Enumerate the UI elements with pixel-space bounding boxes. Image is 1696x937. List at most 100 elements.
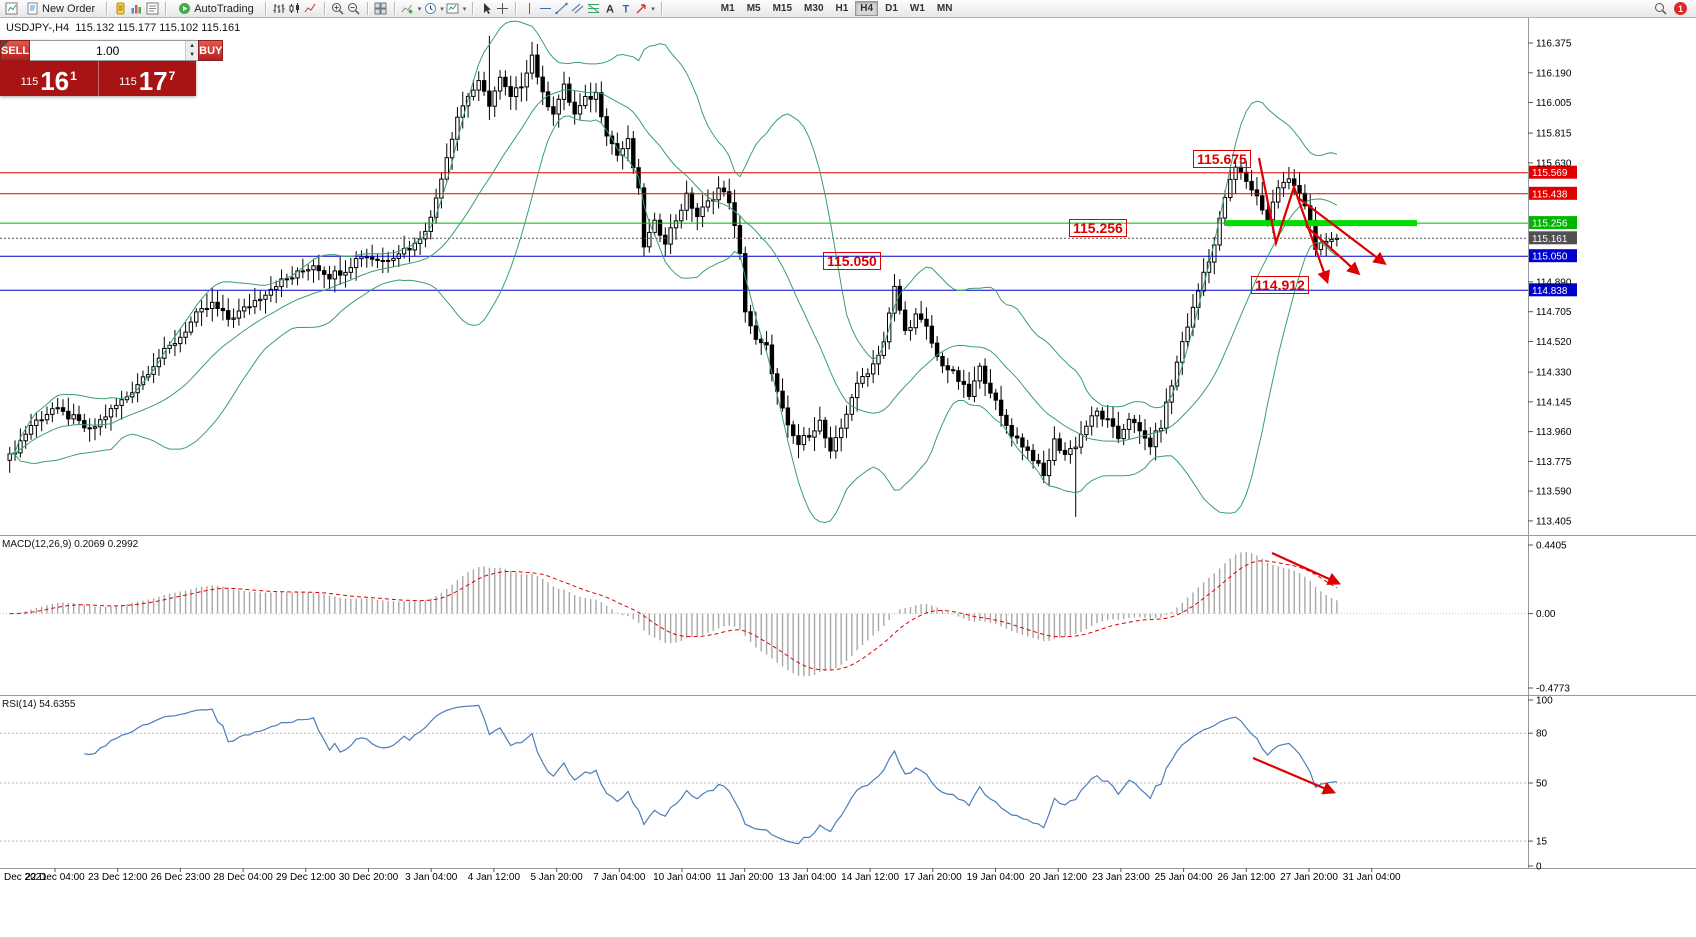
timeframe-d1[interactable]: D1: [880, 1, 903, 16]
chart-window-icon[interactable]: [4, 2, 18, 16]
autotrading-label: AutoTrading: [194, 2, 254, 15]
chevron-down-icon[interactable]: ▾: [417, 5, 422, 13]
timeframe-h4[interactable]: H4: [855, 1, 879, 16]
svg-text:20 Jan 12:00: 20 Jan 12:00: [1029, 872, 1087, 883]
svg-text:13 Jan 04:00: 13 Jan 04:00: [778, 872, 836, 883]
price-chart-canvas[interactable]: 116.375 116.190 116.005 115.815 115.630 114.8…: [0, 18, 1696, 937]
volume-increase-button[interactable]: ▲: [186, 41, 199, 51]
thick-green-level[interactable]: [1225, 220, 1417, 227]
svg-text:14 Jan 12:00: 14 Jan 12:00: [841, 872, 899, 883]
svg-text:19 Jan 04:00: 19 Jan 04:00: [967, 872, 1025, 883]
toolbar-separator: [106, 2, 108, 15]
annotation-price-115.256[interactable]: 115.256: [1069, 219, 1127, 237]
chevron-down-icon[interactable]: ▾: [440, 5, 444, 13]
svg-text:23 Jan 23:00: 23 Jan 23:00: [1092, 872, 1150, 883]
new-order-icon: [25, 2, 39, 16]
ask-price[interactable]: 115 17 7: [99, 61, 197, 96]
down-trend-arrow-1[interactable]: [1296, 196, 1387, 265]
cursor-icon[interactable]: [479, 2, 493, 16]
zigzag-projection-arrow[interactable]: [1257, 157, 1330, 285]
templates-icon[interactable]: [446, 2, 460, 16]
price-tick-114.145: 114.145: [1536, 397, 1572, 408]
price-tick-113.590: 113.590: [1536, 487, 1572, 498]
svg-text:22 Dec 04:00: 22 Dec 04:00: [25, 872, 85, 883]
chevron-down-icon[interactable]: ▾: [651, 5, 655, 13]
svg-text:11 Jan 20:00: 11 Jan 20:00: [716, 872, 774, 883]
price-label-115.256: [1529, 216, 1577, 230]
svg-text:115.438: 115.438: [1532, 189, 1568, 200]
svg-text:115.161: 115.161: [1532, 234, 1568, 245]
time-scale[interactable]: [54, 868, 1373, 872]
svg-text:0.00: 0.00: [1536, 609, 1556, 620]
data-window-icon[interactable]: [145, 2, 159, 16]
fibonacci-tool-icon[interactable]: [586, 2, 600, 16]
volume-input[interactable]: [30, 41, 186, 60]
notification-badge[interactable]: 1: [1674, 2, 1687, 15]
vertical-line-tool-icon[interactable]: [522, 2, 536, 16]
price-tick-114.520: 114.520: [1536, 337, 1572, 348]
label-tool-icon[interactable]: T: [618, 2, 632, 16]
trendline-tool-icon[interactable]: [554, 2, 568, 16]
price-scale[interactable]: [1528, 42, 1577, 522]
search-icon[interactable]: [1653, 2, 1667, 16]
one-click-collapse-icon[interactable]: [1, 41, 9, 49]
channel-tool-icon[interactable]: [570, 2, 584, 16]
timeframe-h1[interactable]: H1: [831, 1, 854, 16]
line-chart-mode-icon[interactable]: [304, 2, 318, 16]
chart-symbol-info: USDJPY-,H4 115.132 115.177 115.102 115.1…: [6, 22, 241, 34]
timeframe-m1[interactable]: M1: [716, 1, 740, 16]
main-toolbar: New Order AutoTrading ▾ ▾ ▾ A T: [0, 0, 1696, 18]
timeframe-m15[interactable]: M15: [768, 1, 797, 16]
timeframe-mn[interactable]: MN: [932, 1, 958, 16]
rsi-down-arrow[interactable]: [1252, 756, 1337, 795]
market-watch-icon[interactable]: [129, 2, 143, 16]
autotrading-button[interactable]: AutoTrading: [172, 1, 259, 17]
svg-text:29 Dec 12:00: 29 Dec 12:00: [276, 872, 336, 883]
price-tick-116.190: 116.190: [1536, 68, 1572, 79]
svg-text:5 Jan 20:00: 5 Jan 20:00: [530, 872, 583, 883]
ask-big-figure: 115: [119, 76, 137, 88]
macd-down-arrow[interactable]: [1271, 551, 1342, 585]
indicators-icon[interactable]: [401, 2, 415, 16]
toolbar-separator: [472, 2, 474, 15]
crosshair-icon[interactable]: [495, 2, 509, 16]
script-icon[interactable]: [113, 2, 127, 16]
svg-text:3 Jan 04:00: 3 Jan 04:00: [405, 872, 458, 883]
candlestick-mode-icon[interactable]: [288, 2, 302, 16]
bar-chart-mode-icon[interactable]: [272, 2, 286, 16]
svg-text:115.569: 115.569: [1532, 168, 1568, 179]
price-label-114.838: [1529, 283, 1577, 297]
timeframe-m30[interactable]: M30: [799, 1, 828, 16]
zoom-in-icon[interactable]: [331, 2, 345, 16]
horizontal-line-tool-icon[interactable]: [538, 2, 552, 16]
macd-indicator-label: MACD(12,26,9) 0.2069 0.2992: [2, 539, 139, 550]
svg-text:114.838: 114.838: [1532, 286, 1568, 297]
down-trend-arrow-2[interactable]: [1305, 225, 1361, 276]
annotation-price-115.675[interactable]: 115.675: [1193, 150, 1251, 168]
annotation-price-115.050[interactable]: 115.050: [823, 252, 881, 270]
timeframe-m5[interactable]: M5: [742, 1, 766, 16]
toolbar-separator: [393, 2, 395, 15]
timeframe-w1[interactable]: W1: [905, 1, 930, 16]
chevron-down-icon[interactable]: ▾: [462, 5, 467, 13]
drawn-annotations: [1252, 157, 1387, 795]
bollinger-bands: [9, 20, 1338, 524]
periods-icon[interactable]: [423, 2, 437, 16]
rsi-indicator: [0, 704, 1528, 845]
new-order-button[interactable]: New Order: [20, 1, 100, 17]
volume-decrease-button[interactable]: ▼: [186, 50, 199, 60]
zoom-out-icon[interactable]: [347, 2, 361, 16]
text-tool-icon[interactable]: A: [602, 2, 616, 16]
tile-windows-icon[interactable]: [374, 2, 388, 16]
toolbar-right-group: 1: [1653, 2, 1692, 16]
svg-text:0: 0: [1536, 862, 1542, 873]
arrows-tool-icon[interactable]: [634, 2, 648, 16]
toolbar-separator: [515, 2, 517, 15]
price-label-115.438: [1529, 186, 1577, 200]
buy-button[interactable]: BUY: [198, 40, 224, 61]
toolbar-separator: [165, 2, 167, 15]
bid-price[interactable]: 115 16 1: [0, 61, 99, 96]
svg-text:50: 50: [1536, 779, 1548, 790]
price-label-115.569: [1529, 165, 1577, 179]
annotation-price-114.912[interactable]: 114.912: [1251, 276, 1309, 294]
